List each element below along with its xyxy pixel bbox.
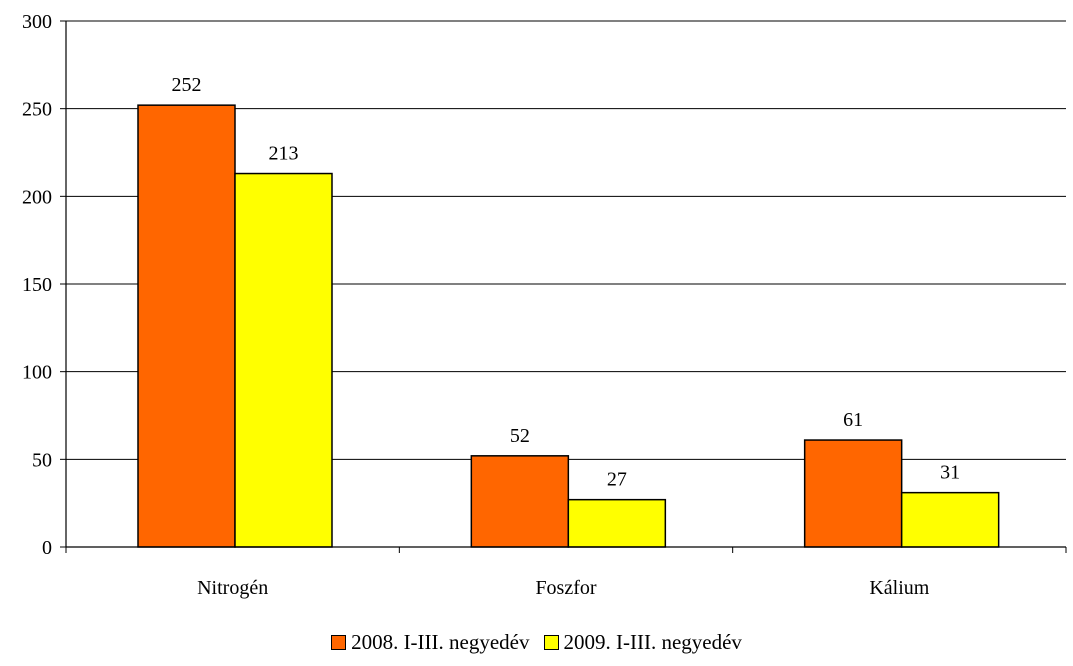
labels: 0 50 100 150 200 250 300 252 213 Nitrogén 52 27 Fosz… <box>22 11 960 599</box>
bar <box>234 172 333 548</box>
axes <box>60 20 1067 553</box>
bar-chart: 0 50 100 150 200 250 300 252 213 Nitrogén 52 27 Fosz… <box>22 11 1067 599</box>
data-label: 31 <box>940 462 960 484</box>
legend: 2008. I-III. negyedév 2009. I-III. negyed… <box>0 630 1073 655</box>
y-tick-label: 100 <box>22 362 52 384</box>
legend-swatch <box>543 635 559 650</box>
y-tick-label: 300 <box>22 11 52 33</box>
y-tick-label: 0 <box>42 537 52 559</box>
data-label: 213 <box>269 143 299 165</box>
x-tick-label: Kálium <box>869 577 929 599</box>
x-tick-label: Nitrogén <box>197 577 268 599</box>
y-tick-label: 250 <box>22 99 52 121</box>
legend-entry: 2009. I-III. negyedév <box>543 630 742 655</box>
data-label: 27 <box>607 469 627 491</box>
y-tick-label: 50 <box>32 449 52 471</box>
bar <box>900 491 1000 548</box>
legend-entry: 2008. I-III. negyedév <box>331 630 530 655</box>
bars <box>137 104 1000 548</box>
x-tick-label: Foszfor <box>535 577 596 599</box>
legend-swatch <box>331 635 347 650</box>
legend-label: 2009. I-III. negyedév <box>563 630 742 654</box>
bar <box>137 104 236 548</box>
bar <box>470 455 570 548</box>
data-label: 52 <box>510 425 530 447</box>
bar <box>567 498 667 548</box>
data-label: 252 <box>172 74 202 96</box>
data-label: 61 <box>843 409 863 431</box>
legend-label: 2008. I-III. negyedév <box>351 630 530 654</box>
bar <box>803 439 903 548</box>
y-tick-label: 150 <box>22 274 52 296</box>
y-tick-label: 200 <box>22 186 52 208</box>
